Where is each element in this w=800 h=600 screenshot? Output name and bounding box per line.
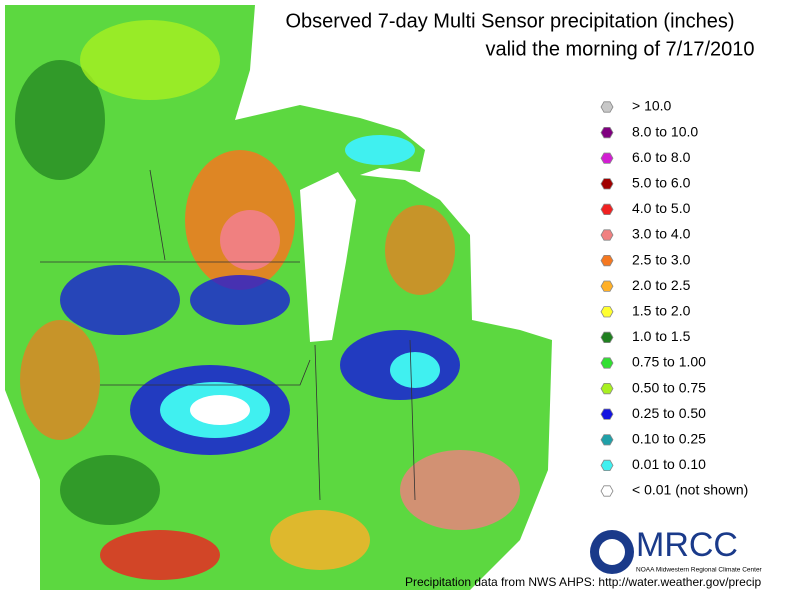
precip-area xyxy=(220,210,280,270)
legend-swatch xyxy=(600,485,614,497)
legend: > 10.0 8.0 to 10.0 6.0 to 8.0 5.0 to 6.0 4.0… xyxy=(600,98,748,498)
footer: Precipitation data from NWS AHPS: http:/… xyxy=(405,575,761,589)
legend-swatch xyxy=(600,203,614,216)
legend-label: 2.0 to 2.5 xyxy=(632,277,691,293)
legend-label: 3.0 to 4.0 xyxy=(632,226,691,242)
precip-area xyxy=(390,352,440,388)
legend-swatch xyxy=(600,382,614,395)
state-border xyxy=(314,344,321,501)
precip-area xyxy=(345,135,415,165)
subtitle: valid the morning of 7/17/2010 xyxy=(485,38,754,60)
precip-area xyxy=(20,320,100,440)
precip-area xyxy=(100,530,220,580)
legend-label: 0.25 to 0.50 xyxy=(632,405,706,421)
legend-label: 0.50 to 0.75 xyxy=(632,379,706,395)
logo: MRCC NOAA Midwestern Regional Climate Ce… xyxy=(590,526,763,574)
precip-area xyxy=(15,60,105,180)
legend-label: 6.0 to 8.0 xyxy=(632,149,691,165)
legend-label: 0.75 to 1.00 xyxy=(632,354,706,370)
legend-swatch xyxy=(600,127,614,139)
precip-area xyxy=(400,450,520,530)
state-border xyxy=(100,359,311,386)
legend-label: 2.5 to 3.0 xyxy=(632,251,691,267)
logo-caption: NOAA Midwestern Regional Climate Center xyxy=(636,567,763,574)
legend-swatch xyxy=(600,280,614,292)
state-border xyxy=(149,169,166,261)
legend-swatch xyxy=(600,306,614,318)
legend-label: 4.0 to 5.0 xyxy=(632,200,691,216)
legend-swatch xyxy=(600,459,614,472)
legend-swatch xyxy=(600,408,614,420)
legend-label: 0.01 to 0.10 xyxy=(632,456,706,472)
title: Observed 7-day Multi Sensor precipitatio… xyxy=(285,10,734,32)
legend-swatch xyxy=(600,101,614,113)
legend-label: 1.0 to 1.5 xyxy=(632,328,691,344)
precip-area xyxy=(270,510,370,570)
legend-label: 8.0 to 10.0 xyxy=(632,123,698,139)
precip-area xyxy=(60,455,160,525)
legend-swatch xyxy=(600,229,614,241)
logo-emblem xyxy=(599,539,625,565)
legend-swatch xyxy=(600,152,614,164)
legend-swatch xyxy=(600,178,614,190)
legend-label: > 10.0 xyxy=(632,98,672,114)
legend-label: 0.10 to 0.25 xyxy=(632,431,706,447)
legend-swatch xyxy=(600,331,614,344)
legend-label: < 0.01 (not shown) xyxy=(632,482,748,498)
precip-area xyxy=(80,20,220,100)
lake-michigan xyxy=(300,172,356,342)
state-border xyxy=(409,339,416,501)
legend-swatch xyxy=(600,254,614,267)
precip-area xyxy=(60,265,180,335)
legend-swatch xyxy=(600,434,614,446)
logo-text: MRCC xyxy=(636,526,738,564)
legend-swatch xyxy=(600,357,614,369)
legend-label: 1.5 to 2.0 xyxy=(632,303,691,319)
legend-label: 5.0 to 6.0 xyxy=(632,175,691,191)
map xyxy=(5,5,552,590)
precip-area xyxy=(190,395,250,425)
precip-area xyxy=(190,275,290,325)
precip-area xyxy=(385,205,455,295)
